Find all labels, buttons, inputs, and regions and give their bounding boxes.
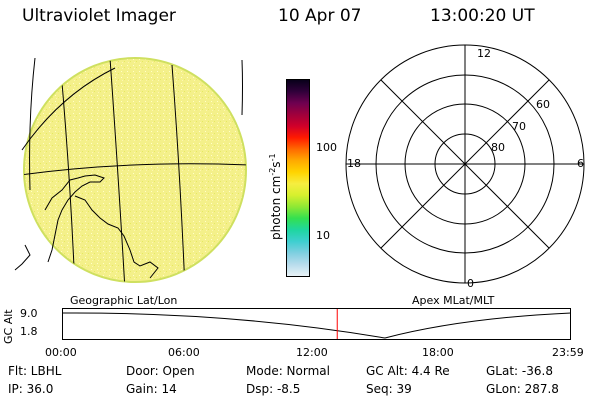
mlat-label-70: 70 [512,120,526,133]
mlat-label-80: 80 [491,141,505,154]
colorbar-tick-100: 100 [316,141,337,154]
coastline [74,195,159,279]
gc-alt-info: GC Alt: 4.4 Re [366,364,450,378]
meridian-line [241,59,243,116]
mlt-label-12: 12 [477,47,491,60]
unit-sup-s: -1 [268,153,277,162]
observation-date: 10 Apr 07 [278,6,362,26]
altitude-ytick-bottom: 1.8 [20,325,38,338]
x-tick-0000: 00:00 [45,346,77,359]
polar-panel-title: Apex MLat/MLT [412,294,495,307]
glat-info: GLat: -36.8 [486,364,553,378]
meridian-line [171,64,186,282]
uv-auroral-disk [23,57,247,283]
colorbar-unit-label: photon cm-2s-1 [268,153,283,240]
glon-info: GLon: 287.8 [486,382,559,396]
observation-time: 13:00:20 UT [430,6,535,26]
coastline [44,174,105,263]
mlt-label-6: 6 [577,157,584,170]
coastline [14,244,31,271]
meridian-line [29,57,36,191]
door-info: Door: Open [126,364,195,378]
altitude-ytick-top: 9.0 [20,307,38,320]
geographic-image-panel [14,57,247,283]
ip-info: IP: 36.0 [8,382,54,396]
mode-info: Mode: Normal [246,364,330,378]
meridian-line [59,59,76,282]
latitude-line [24,163,246,176]
dsp-info: Dsp: -8.5 [246,382,301,396]
latitude-line [21,67,116,151]
x-tick-1800: 18:00 [422,346,454,359]
polar-grid [345,44,585,284]
filter-info: Flt: LBHL [8,364,62,378]
unit-sup-cm: -2 [268,167,277,176]
mlat-label-60: 60 [536,98,550,111]
x-tick-0600: 06:00 [168,346,200,359]
altitude-plot [61,308,572,340]
x-tick-1200: 12:00 [296,346,328,359]
colorbar [286,79,310,277]
unit-text: photon cm [269,175,283,240]
mlt-label-0: 0 [467,277,474,290]
meridian-line [109,58,126,282]
altitude-curve [61,312,572,339]
altitude-ylabel: GC Alt [2,309,15,344]
instrument-title: Ultraviolet Imager [22,6,176,26]
mlt-label-18: 18 [347,157,361,170]
seq-info: Seq: 39 [366,382,412,396]
x-tick-2359: 23:59 [552,346,584,359]
unit-text-s: s [269,161,283,168]
gain-info: Gain: 14 [126,382,177,396]
geo-panel-title: Geographic Lat/Lon [70,294,178,307]
colorbar-tick-10: 10 [316,229,330,242]
